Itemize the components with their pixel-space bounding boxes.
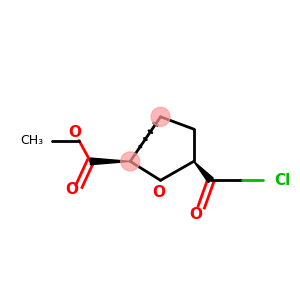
Text: CH₃: CH₃	[20, 134, 43, 147]
Text: O: O	[189, 207, 202, 222]
Circle shape	[121, 152, 140, 171]
Text: O: O	[65, 182, 78, 197]
Text: Cl: Cl	[274, 173, 291, 188]
Polygon shape	[194, 161, 213, 183]
Polygon shape	[90, 158, 130, 165]
Circle shape	[151, 107, 170, 126]
Text: O: O	[69, 125, 82, 140]
Text: O: O	[152, 185, 165, 200]
